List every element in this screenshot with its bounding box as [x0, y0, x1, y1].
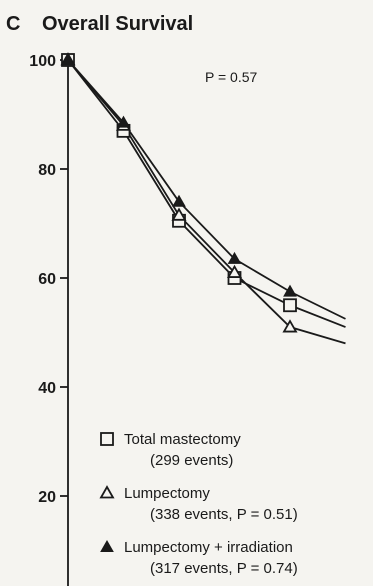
data-point: [172, 194, 186, 207]
data-point: [283, 298, 297, 313]
y-tick-label: 40: [38, 380, 56, 397]
p-value: P = 0.57: [205, 69, 258, 85]
legend-label: Total mastectomy: [124, 431, 241, 448]
legend-label: Lumpectomy: [124, 485, 210, 502]
data-point: [226, 264, 243, 278]
series-line-1: [67, 59, 346, 345]
series-markers: [60, 52, 298, 333]
series-line-0: [67, 59, 346, 328]
legend-sublabel: (299 events): [150, 452, 233, 469]
data-point: [171, 207, 187, 221]
data-point: [227, 251, 242, 264]
y-tick-label: 100: [29, 53, 56, 70]
legend-sublabel: (317 events, P = 0.74): [150, 560, 298, 577]
legend-sublabel: (338 events, P = 0.51): [150, 506, 298, 523]
y-tick-label: 60: [38, 271, 56, 288]
series-line-2: [67, 59, 346, 320]
legend: Total mastectomy (299 events) Lumpectomy (3…: [99, 431, 298, 577]
legend-marker: [99, 485, 115, 499]
panel-label: C: [6, 13, 20, 35]
y-tick-label: 80: [38, 162, 56, 179]
data-point: [283, 284, 297, 297]
y-ticks: 100 80 60 40 20: [29, 53, 68, 506]
series-lines: [67, 59, 346, 345]
legend-marker: [100, 432, 114, 446]
legend-marker: [100, 539, 114, 552]
data-point: [116, 115, 131, 128]
y-tick-label: 20: [38, 489, 56, 506]
legend-label: Lumpectomy + irradiation: [124, 539, 293, 556]
data-point: [282, 319, 298, 333]
data-point: [61, 52, 75, 65]
chart-title: Overall Survival: [42, 13, 193, 35]
